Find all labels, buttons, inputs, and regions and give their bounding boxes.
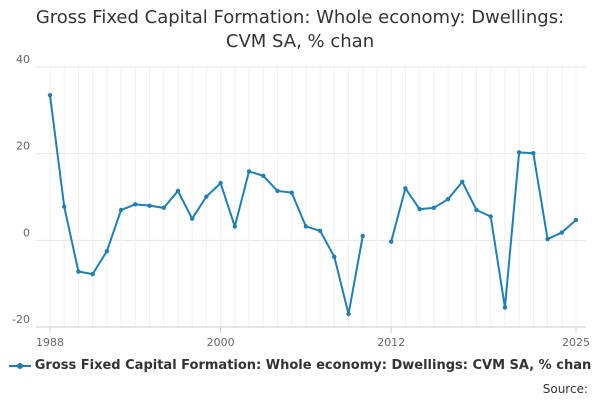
data-point[interactable] — [62, 204, 67, 209]
data-point[interactable] — [346, 311, 351, 317]
data-point[interactable] — [417, 206, 422, 212]
y-tick-label: 40 — [16, 53, 30, 66]
data-point[interactable] — [147, 203, 152, 208]
source-label: Source: — [542, 382, 588, 396]
data-point[interactable] — [118, 207, 124, 213]
data-point[interactable] — [559, 230, 564, 235]
y-tick-label: 20 — [16, 140, 30, 153]
data-point[interactable] — [431, 205, 437, 211]
data-point[interactable] — [76, 269, 81, 274]
data-point[interactable] — [104, 248, 110, 254]
data-point[interactable] — [573, 217, 579, 223]
data-point[interactable] — [246, 169, 252, 174]
data-point[interactable] — [261, 173, 266, 178]
x-tick-label: 2000 — [207, 336, 235, 349]
data-point[interactable] — [189, 216, 195, 221]
data-point[interactable] — [332, 254, 337, 259]
data-point[interactable] — [218, 180, 223, 186]
data-point[interactable] — [531, 151, 536, 156]
legend[interactable]: Gross Fixed Capital Formation: Whole eco… — [0, 358, 600, 373]
data-point[interactable] — [502, 305, 508, 310]
data-point[interactable] — [204, 194, 209, 199]
chart-title-line-2: CVM SA, % chan — [225, 31, 375, 52]
data-point[interactable] — [232, 224, 238, 229]
data-point[interactable] — [403, 186, 408, 191]
data-point[interactable] — [90, 271, 95, 277]
axis-layer: -20 0 20 40 1988 2000 2012 2025 — [12, 53, 590, 349]
series-line — [390, 151, 577, 309]
data-point[interactable] — [133, 202, 138, 207]
legend-label: Gross Fixed Capital Formation: Whole eco… — [34, 358, 592, 373]
chart-title-line-1: Gross Fixed Capital Formation: Whole eco… — [35, 7, 565, 28]
data-point[interactable] — [275, 188, 280, 194]
x-tick-label: 2025 — [562, 336, 590, 349]
data-point[interactable] — [474, 207, 479, 213]
x-tick-label: 1988 — [36, 336, 64, 349]
data-point[interactable] — [161, 205, 166, 211]
data-point[interactable] — [460, 179, 465, 185]
legend-swatch — [8, 361, 31, 371]
series-layer — [47, 92, 579, 317]
data-point[interactable] — [317, 228, 323, 233]
data-point[interactable] — [303, 224, 309, 229]
data-point[interactable] — [47, 92, 53, 98]
data-point[interactable] — [388, 239, 394, 244]
data-point[interactable] — [516, 150, 522, 155]
grid-layer — [36, 66, 586, 328]
chart-title: Gross Fixed Capital Formation: Whole eco… — [0, 6, 600, 54]
y-tick-label: 0 — [23, 226, 30, 239]
data-point[interactable] — [445, 196, 451, 202]
data-point[interactable] — [545, 236, 550, 242]
data-point[interactable] — [289, 190, 294, 195]
x-tick-label: 2012 — [377, 336, 405, 349]
y-tick-label: -20 — [12, 313, 30, 326]
data-point[interactable] — [488, 214, 493, 219]
data-point[interactable] — [360, 233, 365, 239]
data-point[interactable] — [175, 188, 181, 194]
